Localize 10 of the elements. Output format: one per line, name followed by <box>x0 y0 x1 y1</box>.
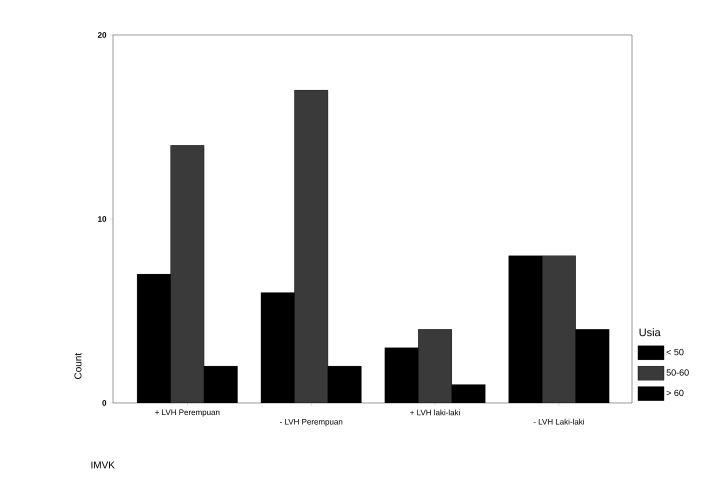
x-axis-title: IMVK <box>91 462 115 468</box>
legend-label: 50-60 <box>666 369 689 376</box>
legend-label: > 60 <box>666 390 684 396</box>
y-axis-title: Count <box>74 352 82 379</box>
bar <box>294 90 328 403</box>
bar <box>170 145 204 403</box>
bar <box>542 256 576 403</box>
legend-label: < 50 <box>666 348 684 356</box>
legend-title: Usia <box>640 328 661 336</box>
bar <box>418 329 452 403</box>
